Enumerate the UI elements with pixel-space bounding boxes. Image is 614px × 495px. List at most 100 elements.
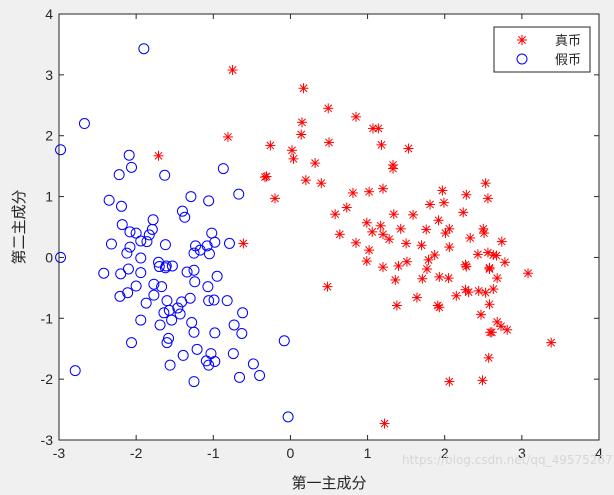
real-note-point bbox=[411, 292, 422, 303]
real-note-point bbox=[429, 249, 440, 260]
fake-note-point bbox=[282, 411, 294, 423]
real-note-point bbox=[421, 263, 432, 274]
fake-note-point bbox=[254, 369, 266, 381]
real-note-point bbox=[417, 273, 428, 284]
fake-note-point bbox=[156, 281, 168, 293]
fake-note-point bbox=[164, 359, 176, 371]
fake-note-point bbox=[203, 195, 215, 207]
fake-note-point bbox=[209, 355, 221, 367]
fake-note-point bbox=[140, 297, 152, 309]
fake-note-point bbox=[209, 327, 221, 339]
real-note-point bbox=[351, 237, 361, 248]
real-note-point bbox=[451, 290, 462, 301]
real-note-point bbox=[324, 137, 334, 148]
fake-note-point bbox=[179, 211, 191, 223]
x-tick-label: -2 bbox=[130, 445, 143, 461]
real-note-point bbox=[388, 163, 399, 174]
fake-note-point bbox=[208, 294, 220, 306]
real-note-point bbox=[378, 183, 388, 194]
y-tick-label: -2 bbox=[41, 371, 54, 387]
fake-note-point bbox=[177, 349, 189, 361]
real-note-point bbox=[444, 242, 455, 253]
fake-note-point bbox=[194, 244, 206, 256]
fake-note-point bbox=[116, 219, 128, 231]
fake-note-point bbox=[202, 281, 214, 293]
x-axis-label: 第一主成分 bbox=[291, 474, 366, 492]
real-note-point bbox=[421, 224, 432, 235]
real-note-point bbox=[238, 238, 249, 249]
fake-note-point bbox=[176, 205, 188, 217]
fake-note-point bbox=[236, 328, 248, 339]
real-note-point bbox=[473, 285, 484, 296]
fake-note-point bbox=[113, 169, 125, 181]
fake-note-point bbox=[203, 295, 215, 307]
real-note-point bbox=[423, 254, 434, 265]
fake-note-point bbox=[115, 268, 127, 280]
real-note-point bbox=[393, 260, 404, 271]
real-note-point bbox=[330, 209, 341, 220]
fake-note-point bbox=[55, 144, 67, 156]
fake-note-point bbox=[103, 194, 115, 206]
real-note-point bbox=[496, 236, 507, 247]
fake-note-point bbox=[237, 307, 249, 319]
legend-asterisk-icon bbox=[517, 35, 527, 45]
fake-note-point bbox=[148, 278, 160, 290]
real-note-point bbox=[341, 202, 352, 213]
real-note-point bbox=[401, 238, 412, 249]
real-note-point bbox=[227, 64, 238, 75]
fake-note-point bbox=[234, 371, 246, 383]
fake-note-point bbox=[172, 302, 184, 314]
real-note-point bbox=[484, 299, 495, 310]
real-note-point bbox=[270, 193, 280, 204]
real-note-point bbox=[265, 140, 276, 151]
real-note-point bbox=[391, 300, 402, 311]
real-note-point bbox=[491, 250, 502, 261]
fake-note-point bbox=[181, 266, 193, 278]
fake-note-point bbox=[278, 335, 290, 347]
real-note-point bbox=[502, 324, 513, 335]
fake-note-point bbox=[159, 239, 171, 251]
real-note-point bbox=[222, 131, 233, 142]
y-tick-label: 3 bbox=[45, 67, 53, 83]
fake-note-point bbox=[154, 319, 166, 331]
real-note-point bbox=[480, 178, 491, 189]
fake-note-point bbox=[146, 223, 158, 235]
real-note-point bbox=[373, 123, 384, 134]
data-points bbox=[55, 43, 557, 429]
real-note-point bbox=[379, 418, 390, 429]
fake-note-point bbox=[189, 276, 201, 288]
fake-note-point bbox=[135, 252, 147, 264]
real-note-point bbox=[546, 337, 557, 348]
fake-note-point bbox=[211, 270, 223, 282]
fake-note-point bbox=[188, 326, 200, 338]
fake-note-point bbox=[159, 262, 171, 274]
fake-note-point bbox=[148, 289, 160, 301]
fake-note-point bbox=[138, 43, 150, 55]
legend-box bbox=[493, 26, 591, 73]
real-note-point bbox=[443, 273, 454, 284]
x-tick-label: -3 bbox=[53, 445, 66, 461]
legend-circle-icon bbox=[516, 53, 528, 65]
fake-note-point bbox=[98, 267, 110, 279]
real-note-point bbox=[460, 259, 471, 270]
real-note-point bbox=[384, 234, 395, 245]
real-note-point bbox=[334, 229, 345, 240]
real-note-point bbox=[465, 232, 476, 243]
fake-note-point bbox=[166, 314, 178, 326]
real-note-point bbox=[486, 327, 497, 338]
fake-note-point bbox=[161, 337, 173, 349]
fake-note-point bbox=[158, 307, 170, 319]
fake-note-point bbox=[228, 319, 240, 331]
fake-note-point bbox=[135, 235, 147, 247]
real-note-point bbox=[484, 263, 495, 274]
fake-note-point bbox=[159, 169, 171, 181]
x-tick-label: -1 bbox=[207, 445, 220, 461]
legend-label-fake: 假币 bbox=[555, 53, 581, 68]
fake-note-point bbox=[247, 358, 259, 370]
y-tick-label: -1 bbox=[41, 310, 54, 326]
real-note-point bbox=[403, 143, 414, 154]
fake-note-point bbox=[69, 365, 81, 377]
real-note-point bbox=[259, 172, 270, 183]
x-tick-labels: -3 -2 -1 0 1 2 3 4 bbox=[53, 445, 603, 461]
